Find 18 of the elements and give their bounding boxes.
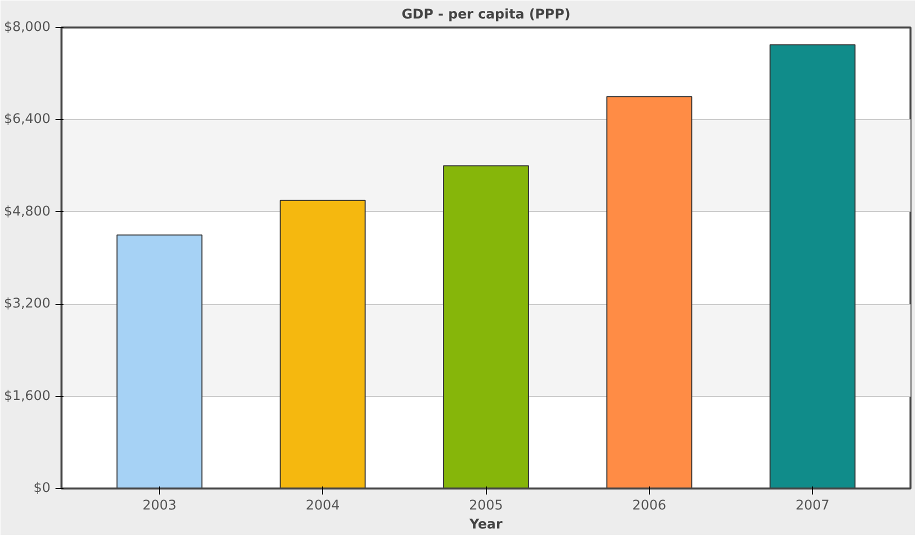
y-tick-label: $6,400 xyxy=(4,112,51,128)
bar xyxy=(443,165,529,488)
y-tick-label: $4,800 xyxy=(4,204,51,220)
y-tick-label: $1,600 xyxy=(4,388,51,404)
bar xyxy=(280,200,366,488)
bar xyxy=(116,234,202,488)
bar xyxy=(606,96,692,488)
y-tick-label: $3,200 xyxy=(4,296,51,312)
x-tick-label: 2004 xyxy=(306,498,340,514)
y-tick-label: $8,000 xyxy=(4,20,51,35)
bar xyxy=(770,44,856,488)
x-tick-label: 2006 xyxy=(632,498,666,514)
chart-title: GDP - per capita (PPP) xyxy=(402,8,570,22)
x-tick-label: 2007 xyxy=(796,498,830,514)
x-axis-title: Year xyxy=(468,518,503,532)
y-tick-label: $0 xyxy=(34,481,51,496)
x-tick-label: 2005 xyxy=(469,498,503,514)
x-tick-label: 2003 xyxy=(142,498,176,514)
